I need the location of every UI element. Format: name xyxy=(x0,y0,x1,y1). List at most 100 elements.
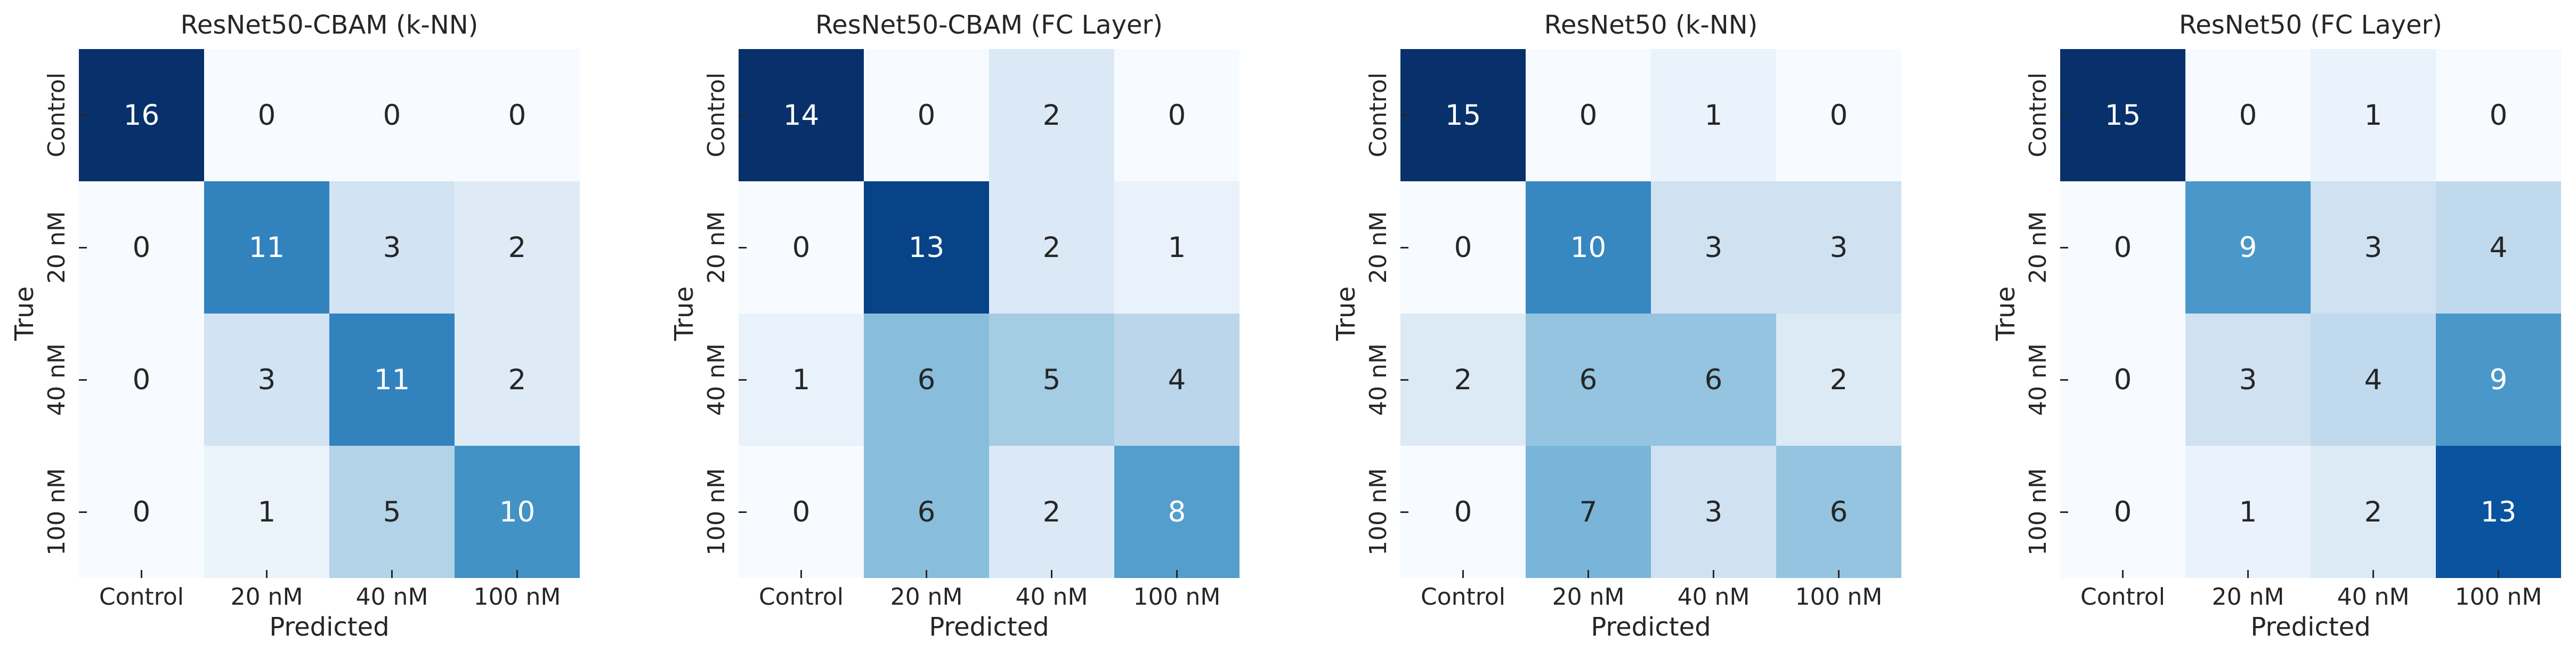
x-tick-label: 20 nM xyxy=(230,583,303,611)
y-tick-mark xyxy=(2060,511,2068,513)
heatmap-cell: 3 xyxy=(2185,314,2311,446)
y-axis-label: True xyxy=(668,49,700,578)
y-tick-mark xyxy=(79,246,87,248)
y-axis-label: True xyxy=(1990,49,2022,578)
cell-value: 0 xyxy=(917,99,936,132)
heatmap-cell: 2 xyxy=(989,181,1114,314)
cell-value: 0 xyxy=(1829,99,1848,132)
heatmap-cell: 3 xyxy=(204,314,329,446)
y-axis-label-text: True xyxy=(1331,286,1361,341)
cell-value: 0 xyxy=(2489,99,2508,132)
cell-value: 2 xyxy=(508,231,526,264)
heatmap-cell: 2 xyxy=(1776,314,1901,446)
confusion-matrix-panel: ResNet50 (FC Layer) True Control 20 nM 40 … xyxy=(1981,0,2576,658)
y-tick-mark xyxy=(1400,379,1408,381)
x-tick-labels: Control 20 nM 40 nM 100 nM xyxy=(1400,583,1901,611)
cell-value: 4 xyxy=(2364,363,2383,396)
y-tick-label-text: Control xyxy=(43,73,70,158)
heatmap-grid: 15 0 1 0 0 10 3 3 2 6 6 2 0 7 3 6 xyxy=(1400,49,1901,578)
heatmap-cell: 15 xyxy=(1400,49,1526,181)
heatmap-cell: 0 xyxy=(1400,181,1526,314)
heatmap-cell: 10 xyxy=(455,446,580,578)
heatmap-cell: 10 xyxy=(1526,181,1651,314)
y-tick-label-text: 100 nM xyxy=(1365,468,1392,556)
y-axis-label-text: True xyxy=(10,286,39,341)
x-axis-label: Predicted xyxy=(269,612,390,642)
y-tick-label: 100 nM xyxy=(40,446,74,578)
x-tick-mark xyxy=(1587,570,1589,578)
cell-value: 0 xyxy=(1454,231,1472,264)
cell-value: 2 xyxy=(1454,363,1472,396)
y-tick-label: 40 nM xyxy=(1362,314,1395,446)
cell-value: 3 xyxy=(257,363,276,396)
heatmap-cell: 9 xyxy=(2436,314,2561,446)
y-tick-label: 100 nM xyxy=(2022,446,2055,578)
heatmap-cell: 0 xyxy=(864,49,989,181)
cell-value: 11 xyxy=(374,363,410,396)
cell-value: 6 xyxy=(1579,363,1598,396)
heatmap-cell: 0 xyxy=(739,446,864,578)
cell-value: 0 xyxy=(132,495,151,528)
heatmap-grid: 14 0 2 0 0 13 2 1 1 6 5 4 0 6 2 8 xyxy=(739,49,1240,578)
y-tick-mark xyxy=(2060,379,2068,381)
x-tick-label: 20 nM xyxy=(2212,583,2285,611)
confusion-matrix-panel: ResNet50-CBAM (k-NN) True Control 20 nM 40… xyxy=(0,0,660,658)
heatmap-cell: 0 xyxy=(79,446,204,578)
x-tick-label: 20 nM xyxy=(1552,583,1625,611)
y-axis-label: True xyxy=(1330,49,1362,578)
cell-value: 6 xyxy=(917,495,936,528)
cell-value: 0 xyxy=(132,363,151,396)
y-tick-label-text: 100 nM xyxy=(703,468,730,556)
cell-value: 0 xyxy=(383,99,401,132)
confusion-matrix-panel: ResNet50 (k-NN) True Control 20 nM 40 nM 10… xyxy=(1322,0,1981,658)
heatmap-cell: 3 xyxy=(2311,181,2436,314)
cell-value: 2 xyxy=(1042,495,1061,528)
cell-value: 0 xyxy=(2113,231,2132,264)
heatmap-cell: 11 xyxy=(204,181,329,314)
heatmap-cell: 4 xyxy=(2311,314,2436,446)
heatmap-cell: 6 xyxy=(1776,446,1901,578)
cell-value: 6 xyxy=(1704,363,1723,396)
x-tick-mark xyxy=(266,570,268,578)
y-tick-label-text: Control xyxy=(2024,73,2052,158)
heatmap-cell: 0 xyxy=(1526,49,1651,181)
x-axis-label: Predicted xyxy=(2250,612,2371,642)
confusion-matrix-panel: ResNet50-CBAM (FC Layer) True Control 20 … xyxy=(660,0,1322,658)
cell-value: 16 xyxy=(123,99,160,132)
heatmap-cell: 0 xyxy=(204,49,329,181)
cell-value: 15 xyxy=(2104,99,2141,132)
x-tick-mark xyxy=(800,570,802,578)
cell-value: 3 xyxy=(2364,231,2383,264)
y-tick-label-text: 100 nM xyxy=(43,468,70,556)
x-tick-label: 100 nM xyxy=(1133,583,1221,611)
y-tick-label: 20 nM xyxy=(1362,181,1395,314)
y-tick-mark xyxy=(739,246,747,248)
heatmap-cell: 7 xyxy=(1526,446,1651,578)
heatmap-cell: 0 xyxy=(2060,181,2185,314)
y-tick-mark xyxy=(79,379,87,381)
heatmap-cell: 1 xyxy=(204,446,329,578)
y-tick-label-text: 20 nM xyxy=(703,211,730,284)
cell-value: 0 xyxy=(257,99,276,132)
y-axis-label: True xyxy=(9,49,40,578)
y-axis-label-text: True xyxy=(669,286,699,341)
y-tick-label-text: Control xyxy=(1365,73,1392,158)
heatmap-cell: 2 xyxy=(2311,446,2436,578)
heatmap-cell: 5 xyxy=(329,446,455,578)
cell-value: 15 xyxy=(1445,99,1481,132)
heatmap-cell: 2 xyxy=(455,181,580,314)
heatmap-cell: 9 xyxy=(2185,181,2311,314)
heatmap-cell: 0 xyxy=(79,314,204,446)
y-tick-label-text: 40 nM xyxy=(2024,343,2052,416)
x-tick-mark xyxy=(516,570,518,578)
cell-value: 3 xyxy=(383,231,401,264)
heatmap-cell: 1 xyxy=(2311,49,2436,181)
x-tick-label: 100 nM xyxy=(2455,583,2542,611)
y-tick-label: 100 nM xyxy=(700,446,733,578)
heatmap-cell: 0 xyxy=(455,49,580,181)
cell-value: 1 xyxy=(1168,231,1186,264)
x-tick-mark xyxy=(2247,570,2249,578)
x-tick-label: 40 nM xyxy=(1015,583,1088,611)
cell-value: 2 xyxy=(1042,99,1061,132)
heatmap-cell: 4 xyxy=(2436,181,2561,314)
